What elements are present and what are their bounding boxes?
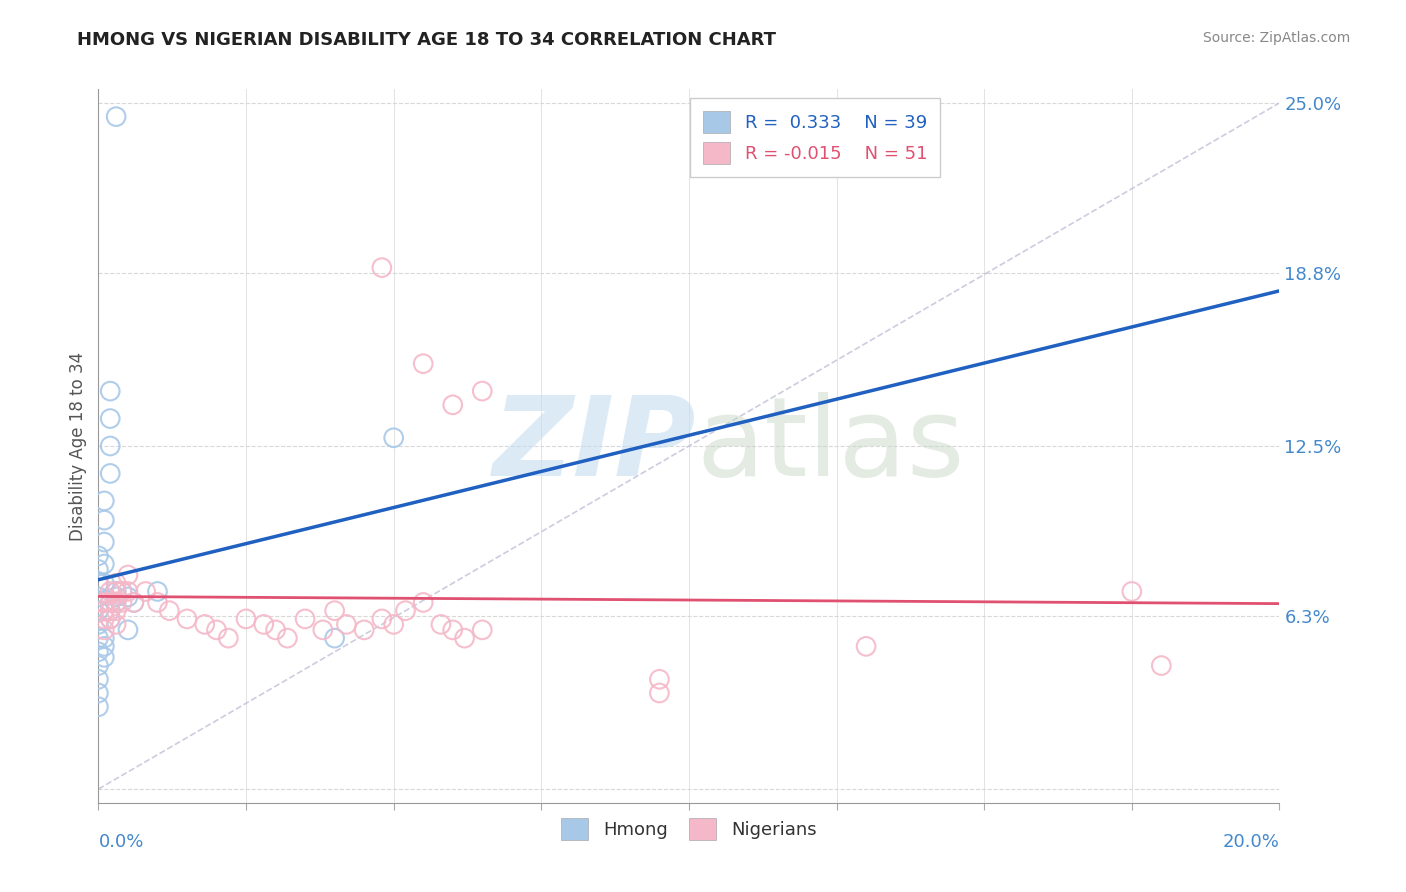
Point	[93, 557, 115, 571]
Point	[87, 576, 110, 591]
Point	[648, 686, 671, 700]
Point	[93, 612, 115, 626]
Point	[323, 631, 346, 645]
Point	[117, 590, 139, 604]
Point	[135, 584, 157, 599]
Point	[264, 623, 287, 637]
Point	[205, 623, 228, 637]
Text: ZIP: ZIP	[492, 392, 696, 500]
Point	[335, 617, 357, 632]
Point	[276, 631, 298, 645]
Text: HMONG VS NIGERIAN DISABILITY AGE 18 TO 34 CORRELATION CHART: HMONG VS NIGERIAN DISABILITY AGE 18 TO 3…	[77, 31, 776, 49]
Text: Source: ZipAtlas.com: Source: ZipAtlas.com	[1202, 31, 1350, 45]
Point	[294, 612, 316, 626]
Point	[98, 384, 121, 398]
Point	[98, 467, 121, 481]
Point	[105, 617, 128, 632]
Point	[98, 604, 121, 618]
Point	[98, 595, 121, 609]
Point	[146, 595, 169, 609]
Point	[87, 673, 110, 687]
Point	[430, 617, 453, 632]
Point	[371, 612, 394, 626]
Point	[371, 260, 394, 275]
Point	[382, 617, 405, 632]
Point	[122, 595, 145, 609]
Point	[382, 431, 405, 445]
Point	[87, 562, 110, 576]
Point	[87, 604, 110, 618]
Point	[87, 658, 110, 673]
Point	[93, 604, 115, 618]
Point	[855, 640, 877, 654]
Point	[98, 411, 121, 425]
Point	[1121, 584, 1143, 599]
Point	[93, 595, 115, 609]
Point	[394, 604, 416, 618]
Point	[87, 631, 110, 645]
Point	[93, 595, 115, 609]
Point	[648, 673, 671, 687]
Point	[471, 623, 494, 637]
Point	[105, 595, 128, 609]
Point	[471, 384, 494, 398]
Point	[93, 535, 115, 549]
Point	[98, 584, 121, 599]
Point	[312, 623, 335, 637]
Legend: Hmong, Nigerians: Hmong, Nigerians	[554, 811, 824, 847]
Point	[93, 640, 115, 654]
Point	[87, 617, 110, 632]
Point	[117, 584, 139, 599]
Point	[111, 584, 134, 599]
Point	[98, 604, 121, 618]
Text: 0.0%: 0.0%	[98, 833, 143, 851]
Point	[412, 595, 434, 609]
Point	[122, 595, 145, 609]
Point	[93, 513, 115, 527]
Point	[194, 617, 217, 632]
Point	[323, 604, 346, 618]
Y-axis label: Disability Age 18 to 34: Disability Age 18 to 34	[69, 351, 87, 541]
Point	[176, 612, 198, 626]
Point	[98, 612, 121, 626]
Point	[235, 612, 257, 626]
Point	[105, 584, 128, 599]
Point	[253, 617, 276, 632]
Point	[217, 631, 239, 645]
Point	[105, 110, 128, 124]
Point	[105, 590, 128, 604]
Point	[146, 584, 169, 599]
Point	[87, 686, 110, 700]
Point	[105, 595, 128, 609]
Point	[353, 623, 375, 637]
Point	[93, 650, 115, 665]
Point	[87, 699, 110, 714]
Point	[441, 623, 464, 637]
Point	[98, 595, 121, 609]
Point	[412, 357, 434, 371]
Point	[441, 398, 464, 412]
Point	[111, 584, 134, 599]
Point	[93, 494, 115, 508]
Point	[87, 590, 110, 604]
Point	[105, 584, 128, 599]
Point	[117, 568, 139, 582]
Point	[117, 623, 139, 637]
Point	[105, 604, 128, 618]
Text: atlas: atlas	[696, 392, 965, 500]
Point	[87, 645, 110, 659]
Text: 20.0%: 20.0%	[1223, 833, 1279, 851]
Point	[87, 549, 110, 563]
Point	[98, 439, 121, 453]
Point	[1150, 658, 1173, 673]
Point	[157, 604, 180, 618]
Point	[93, 623, 115, 637]
Point	[111, 595, 134, 609]
Point	[93, 576, 115, 591]
Point	[98, 612, 121, 626]
Point	[453, 631, 475, 645]
Point	[105, 576, 128, 591]
Point	[93, 631, 115, 645]
